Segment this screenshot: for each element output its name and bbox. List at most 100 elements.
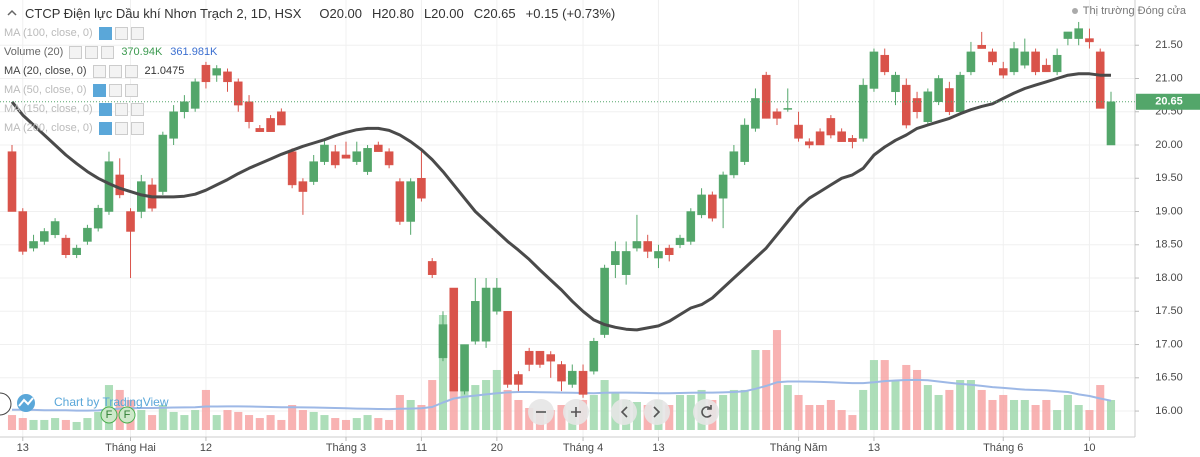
- candle-body: [83, 227, 92, 242]
- indicator-value: 21.0475: [144, 65, 185, 77]
- volume-bar: [913, 369, 922, 430]
- nav-button[interactable]: [611, 399, 637, 425]
- nav-button-icon: [701, 405, 712, 418]
- ohlc-close: C20.65: [473, 5, 516, 21]
- settings-button[interactable]: [85, 45, 99, 59]
- symbol-title: CTCP Điện lực Dầu khí Nhơn Trạch 2, 1D, …: [25, 5, 302, 21]
- y-tick-label: 18.00: [1155, 272, 1183, 284]
- edge-control: [0, 392, 12, 416]
- settings-button[interactable]: [114, 102, 128, 116]
- y-tick-label: 16.00: [1155, 405, 1183, 417]
- candle-body: [266, 118, 275, 132]
- remove-button[interactable]: [101, 45, 115, 59]
- remove-button[interactable]: [130, 26, 144, 40]
- y-tick-label: 21.50: [1155, 39, 1183, 51]
- volume-bar: [988, 399, 997, 430]
- nav-button[interactable]: [563, 399, 589, 425]
- volume-bar: [665, 405, 674, 430]
- nav-button-icon: [620, 406, 628, 418]
- nav-button[interactable]: [693, 399, 719, 425]
- candle-body: [912, 98, 922, 112]
- candle-body: [891, 74, 900, 93]
- eye-button[interactable]: [98, 26, 112, 40]
- candle-body: [1106, 101, 1116, 146]
- candle-body: [427, 261, 437, 275]
- event-marker-label: F: [106, 409, 113, 421]
- volume-bar: [331, 418, 340, 430]
- volume-bar: [244, 415, 254, 430]
- remove-button[interactable]: [124, 83, 138, 97]
- header: CTCP Điện lực Dầu khí Nhơn Trạch 2, 1D, …: [0, 0, 625, 26]
- indicator-row: MA (20, close, 0) 21.0475: [4, 63, 184, 79]
- eye-button[interactable]: [69, 45, 83, 59]
- candle-body: [93, 207, 103, 229]
- eye-button[interactable]: [92, 64, 106, 78]
- settings-button[interactable]: [114, 26, 128, 40]
- volume-bar: [719, 394, 728, 430]
- candle-body: [815, 131, 825, 146]
- volume-bar: [869, 360, 879, 430]
- candle-body: [1074, 28, 1083, 39]
- remove-button[interactable]: [130, 102, 144, 116]
- volume-bar: [999, 394, 1008, 430]
- candle-body: [363, 148, 372, 172]
- volume-bar: [341, 419, 351, 430]
- candle-body: [664, 247, 674, 256]
- candle-body: [1031, 51, 1040, 73]
- indicator-name: MA (100, close, 0): [4, 27, 93, 39]
- settings-button[interactable]: [114, 121, 128, 135]
- y-tick-label: 16.50: [1155, 372, 1183, 384]
- volume-bar: [816, 405, 825, 430]
- volume-bar: [352, 418, 361, 430]
- remove-button[interactable]: [124, 64, 138, 78]
- candle-body: [998, 68, 1008, 76]
- candle-body: [115, 174, 125, 196]
- volume-bar: [859, 389, 868, 430]
- indicator-value: 361.981K: [170, 46, 218, 58]
- x-tick-label: 11: [416, 442, 427, 454]
- eye-button[interactable]: [92, 83, 106, 97]
- volume-bar: [902, 364, 911, 430]
- candle-body: [255, 128, 265, 132]
- volume-bar: [1042, 399, 1051, 430]
- ohlc-high: H20.80: [372, 5, 414, 21]
- nav-button[interactable]: [528, 399, 554, 425]
- remove-button[interactable]: [130, 121, 144, 135]
- settings-button[interactable]: [108, 64, 122, 78]
- candle-body: [740, 124, 749, 162]
- volume-bar: [1031, 405, 1040, 430]
- eye-button[interactable]: [98, 102, 112, 116]
- volume-bar: [826, 399, 835, 430]
- collapse-icon[interactable]: [5, 6, 19, 20]
- candle-body: [298, 181, 308, 192]
- candle-body: [934, 78, 943, 103]
- volume-bar: [255, 418, 264, 430]
- candle-body: [212, 68, 222, 76]
- volume-bar: [1063, 394, 1072, 430]
- price-axis-bg: [1135, 0, 1200, 457]
- volume-bar: [632, 402, 641, 430]
- candle-body: [955, 74, 965, 112]
- candle-body: [244, 101, 254, 122]
- ohlc-low: L20.00: [423, 5, 464, 21]
- candle-body: [901, 84, 911, 126]
- candle-body: [201, 64, 211, 83]
- candle-body: [18, 211, 28, 252]
- eye-button[interactable]: [98, 121, 112, 135]
- volume-bar: [848, 415, 857, 430]
- volume-bar: [686, 394, 695, 430]
- y-tick-label: 18.50: [1155, 239, 1183, 251]
- candle-body: [761, 74, 771, 119]
- candle-body: [837, 131, 846, 142]
- x-tick-label: 10: [1083, 442, 1095, 454]
- y-tick-label: 20.00: [1155, 139, 1183, 151]
- y-tick-label: 17.50: [1155, 305, 1183, 317]
- volume-bar: [363, 415, 372, 430]
- x-tick-label: Tháng 4: [563, 442, 603, 454]
- nav-button[interactable]: [644, 399, 670, 425]
- settings-button[interactable]: [108, 83, 122, 97]
- volume-bar: [309, 411, 318, 430]
- candle-body: [708, 194, 717, 219]
